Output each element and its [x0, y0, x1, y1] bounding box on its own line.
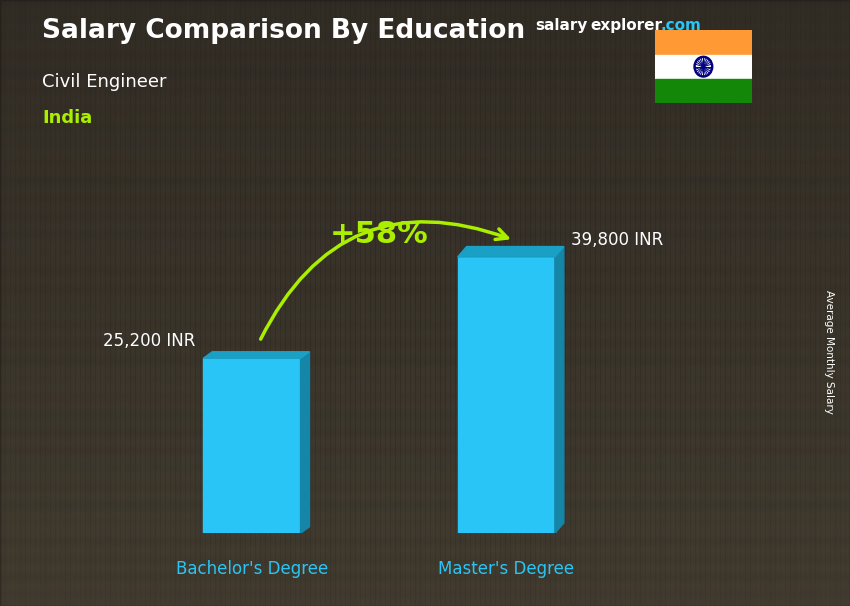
Circle shape	[702, 65, 705, 68]
Polygon shape	[301, 351, 309, 533]
Text: 39,800 INR: 39,800 INR	[571, 231, 664, 248]
Bar	[654, 30, 752, 55]
Polygon shape	[457, 247, 564, 257]
Bar	[654, 79, 752, 103]
Polygon shape	[555, 247, 564, 533]
Text: +58%: +58%	[330, 221, 428, 250]
Text: Average Monthly Salary: Average Monthly Salary	[824, 290, 834, 413]
Bar	[457, 257, 555, 533]
Polygon shape	[203, 351, 309, 358]
Text: Salary Comparison By Education: Salary Comparison By Education	[42, 18, 525, 44]
Bar	[203, 358, 301, 533]
Text: 25,200 INR: 25,200 INR	[104, 332, 196, 350]
Text: salary: salary	[536, 18, 588, 33]
Text: India: India	[42, 109, 93, 127]
Text: Civil Engineer: Civil Engineer	[42, 73, 167, 91]
Bar	[654, 55, 752, 79]
Text: explorer: explorer	[591, 18, 663, 33]
Text: Master's Degree: Master's Degree	[439, 560, 575, 578]
Text: Bachelor's Degree: Bachelor's Degree	[176, 560, 328, 578]
Text: .com: .com	[660, 18, 701, 33]
